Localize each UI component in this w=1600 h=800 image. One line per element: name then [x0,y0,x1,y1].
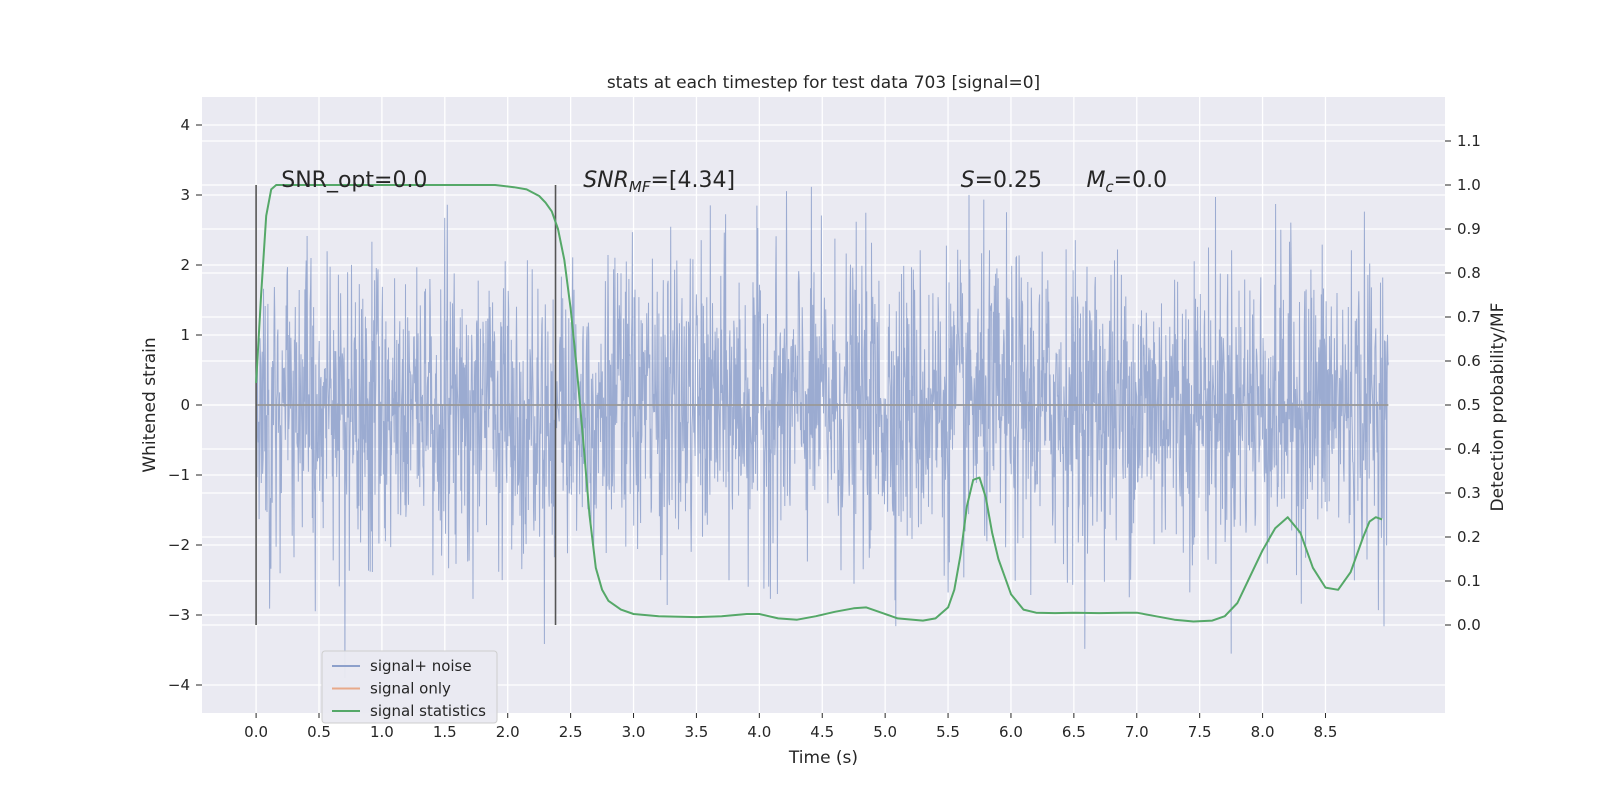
x-tick-label: 0.5 [307,723,331,741]
legend: signal+ noise signal only signal statist… [321,650,498,724]
y-axis-right-label: Detection probability/MF [1488,303,1508,512]
y-right-tick-label: 0.4 [1457,440,1481,458]
x-tick-label: 7.0 [1125,723,1149,741]
signal-noise-series [255,186,1389,679]
signal-statistics-line [255,184,1383,623]
x-tick-label: 6.0 [999,723,1023,741]
legend-box [321,650,498,724]
x-tick-label: 1.5 [433,723,457,741]
x-axis: 0.0 0.5 1.0 1.5 2.0 2.5 3.0 3.5 4.0 4.5 5.0 5.5 6.0 6… [244,713,1337,741]
signal-noise-line [255,186,1389,679]
y-right-tick-label: 0.8 [1457,264,1481,282]
x-tick-label: 1.0 [370,723,394,741]
annotation: Mc=0.0 [1086,168,1167,196]
annotation: SNRMF=[4.34] [583,168,735,196]
x-tick-label: 0.0 [244,723,268,741]
y-right-tick-label: 1.0 [1457,176,1481,194]
y-right-tick-label: 1.1 [1457,132,1481,150]
x-tick-label: 7.5 [1188,723,1212,741]
x-tick-label: 8.5 [1314,723,1338,741]
legend-label-signal-statistics: signal statistics [370,702,486,720]
y-tick-label: 3 [180,186,190,204]
x-tick-label: 4.5 [810,723,834,741]
y-right-tick-label: 0.6 [1457,352,1481,370]
x-tick-label: 4.0 [747,723,771,741]
y-right-tick-label: 0.7 [1457,308,1481,326]
y-tick-label: −3 [168,606,190,624]
y-axis-right: 0.0 0.1 0.2 0.3 0.4 0.5 0.6 0.7 0.8 0.9 1.0 1.1 [1445,132,1481,634]
y-tick-label: 1 [180,326,190,344]
y-tick-label: −2 [168,536,190,554]
x-tick-label: 2.0 [496,723,520,741]
y-right-tick-label: 0.9 [1457,220,1481,238]
y-right-tick-label: 0.3 [1457,484,1481,502]
x-axis-label: Time (s) [788,748,858,768]
x-tick-label: 8.0 [1251,723,1275,741]
x-tick-label: 2.5 [559,723,583,741]
y-right-tick-label: 0.5 [1457,396,1481,414]
chart-title: stats at each timestep for test data 703… [607,73,1040,93]
y-tick-label: 4 [180,116,190,134]
y-tick-label: −4 [168,676,190,694]
annotations: SNR_opt=0.0 SNRMF=[4.34] S=0.25 Mc=0.0 [281,168,1167,196]
annotation: SNR_opt=0.0 [281,168,427,193]
x-tick-label: 3.5 [685,723,709,741]
y-tick-label: 2 [180,256,190,274]
y-axis-label: Whitened strain [140,337,160,472]
x-tick-label: 5.0 [873,723,897,741]
x-tick-label: 6.5 [1062,723,1086,741]
y-right-tick-label: 0.2 [1457,528,1481,546]
y-tick-label: −1 [168,466,190,484]
line-series [255,184,1389,625]
legend-label-signal-only: signal only [370,680,451,698]
annotation: S=0.25 [961,168,1042,193]
y-right-tick-label: 0.0 [1457,616,1481,634]
y-axis: −4 −3 −2 −1 0 1 2 3 4 [168,116,202,694]
legend-label-signal-noise: signal+ noise [370,657,472,675]
y-right-tick-label: 0.1 [1457,572,1481,590]
x-tick-label: 5.5 [936,723,960,741]
x-tick-label: 3.0 [622,723,646,741]
y-tick-label: 0 [180,396,190,414]
